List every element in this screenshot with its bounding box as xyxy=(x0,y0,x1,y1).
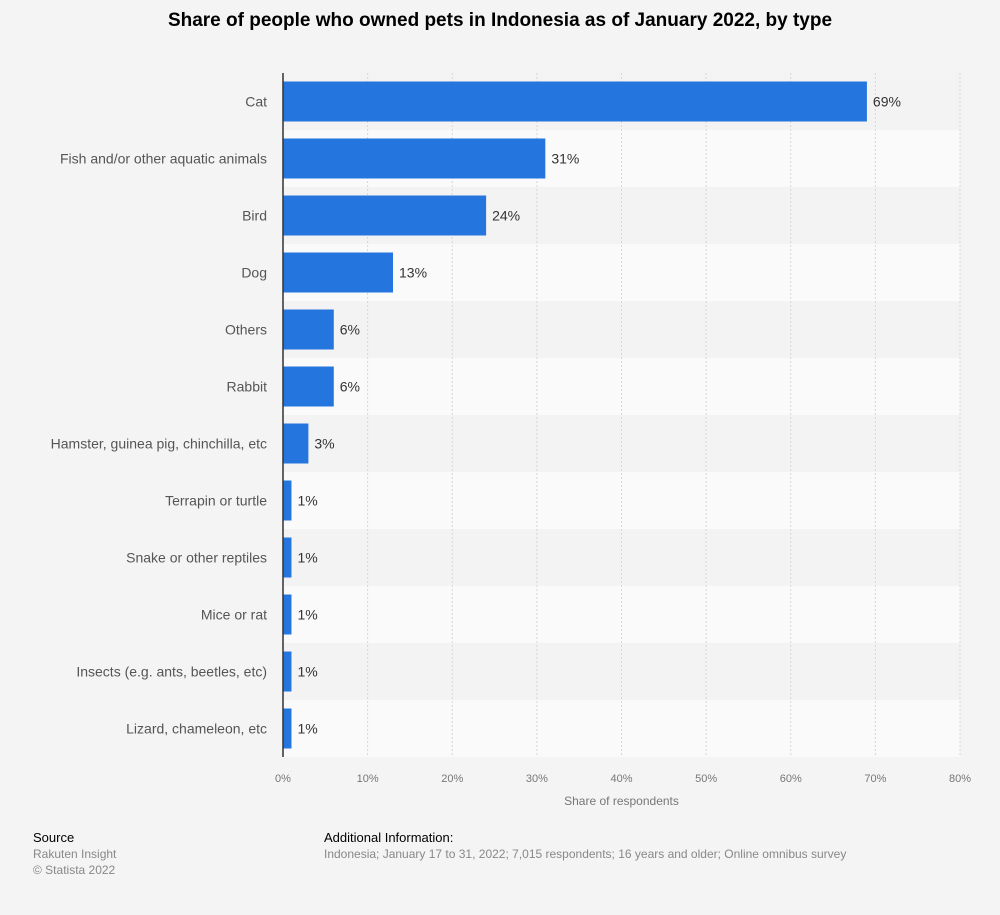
category-label: Mice or rat xyxy=(201,607,267,623)
category-label: Hamster, guinea pig, chinchilla, etc xyxy=(51,436,267,452)
bar xyxy=(283,480,292,521)
bar xyxy=(283,252,394,293)
data-label: 24% xyxy=(492,208,520,224)
category-label: Rabbit xyxy=(227,379,268,395)
row-band xyxy=(283,700,960,757)
data-label: 1% xyxy=(297,550,317,566)
data-label: 69% xyxy=(873,94,901,110)
x-tick-label: 70% xyxy=(864,773,886,785)
x-tick-label: 30% xyxy=(526,773,548,785)
category-label: Snake or other reptiles xyxy=(126,550,267,566)
source-name: Rakuten Insight xyxy=(33,847,117,861)
chart-title: Share of people who owned pets in Indone… xyxy=(167,10,833,31)
bar xyxy=(283,708,292,749)
x-tick-label: 50% xyxy=(695,773,717,785)
data-label: 1% xyxy=(297,493,317,509)
bar xyxy=(283,366,334,407)
bar xyxy=(283,195,487,236)
bar xyxy=(283,81,867,122)
category-label: Lizard, chameleon, etc xyxy=(126,721,267,737)
category-label: Cat xyxy=(245,94,267,110)
data-label: 1% xyxy=(297,721,317,737)
bar-chart: 0% 10% 20% 30% 40% 50% 60% 70% 80% Cat 69% Fish and… xyxy=(51,73,971,808)
category-label: Terrapin or turtle xyxy=(165,493,267,509)
category-label: Bird xyxy=(242,208,267,224)
additional-info-text: Indonesia; January 17 to 31, 2022; 7,015… xyxy=(324,847,847,861)
x-tick-label: 40% xyxy=(610,773,632,785)
data-label: 31% xyxy=(551,151,579,167)
x-tick-label: 20% xyxy=(441,773,463,785)
row-band xyxy=(283,643,960,700)
x-tick-label: 80% xyxy=(949,773,971,785)
bar xyxy=(283,537,292,578)
category-label: Dog xyxy=(241,265,267,281)
data-label: 1% xyxy=(297,664,317,680)
x-tick-label: 60% xyxy=(780,773,802,785)
data-label: 6% xyxy=(340,379,360,395)
x-tick-label: 0% xyxy=(275,773,291,785)
source-heading: Source xyxy=(33,830,75,845)
bar xyxy=(283,651,292,692)
row-band xyxy=(283,415,960,472)
data-label: 1% xyxy=(297,607,317,623)
category-label: Insects (e.g. ants, beetles, etc) xyxy=(76,664,267,680)
row-band xyxy=(283,472,960,529)
bar xyxy=(283,138,546,179)
additional-info-heading: Additional Information: xyxy=(324,830,454,845)
data-label: 6% xyxy=(340,322,360,338)
source-copyright: © Statista 2022 xyxy=(33,863,116,877)
data-label: 3% xyxy=(314,436,334,452)
bar xyxy=(283,309,334,350)
bar xyxy=(283,423,309,464)
bar xyxy=(283,594,292,635)
x-axis-title: Share of respondents xyxy=(564,794,679,808)
category-label: Fish and/or other aquatic animals xyxy=(60,151,267,167)
x-tick-label: 10% xyxy=(357,773,379,785)
category-label: Others xyxy=(225,322,267,338)
data-label: 13% xyxy=(399,265,427,281)
